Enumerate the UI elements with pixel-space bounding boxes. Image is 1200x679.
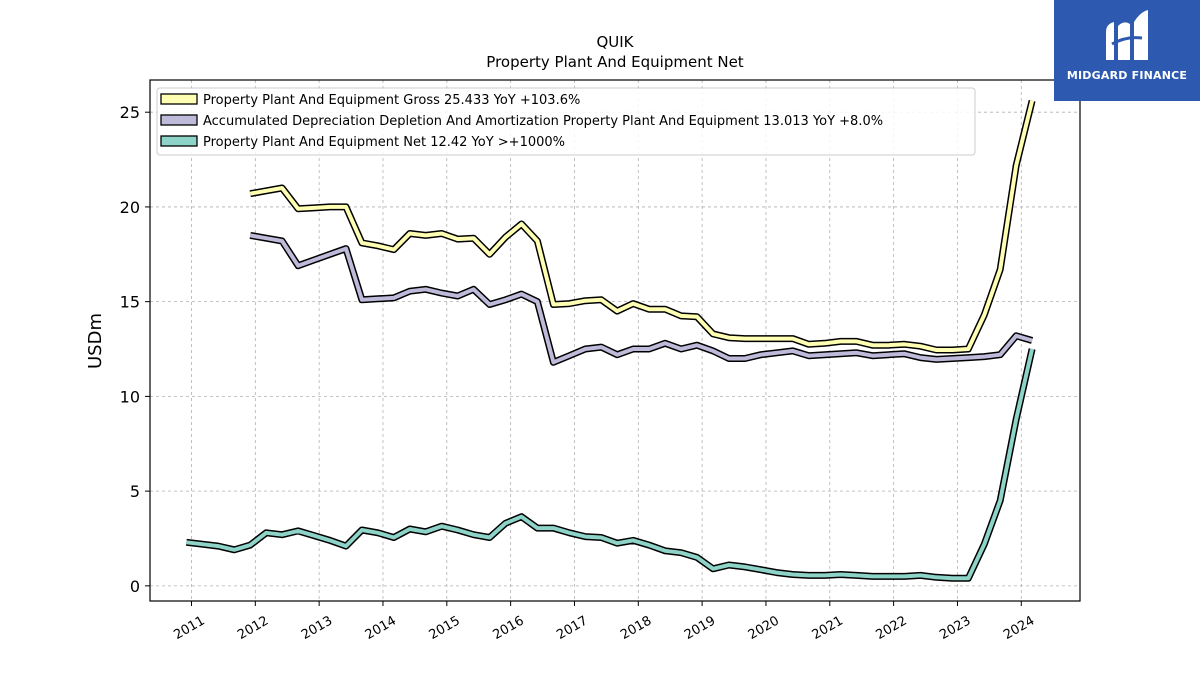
x-tick-label: 2015: [427, 613, 463, 643]
logo-mark-icon: [1106, 10, 1148, 60]
legend-label: Accumulated Depreciation Depletion And A…: [203, 114, 883, 129]
axis-layer: 0 5 10 15 20 25 2011 2012 2013 2014 2015 2016 2017 20…: [120, 103, 1038, 643]
x-tick-label: 2019: [682, 613, 718, 643]
grid-layer: [150, 80, 1080, 601]
legend-swatch: [160, 114, 198, 126]
legend-label: Property Plant And Equipment Gross 25.43…: [203, 93, 580, 108]
x-tick-label: 2020: [746, 613, 782, 643]
y-tick-label: 5: [130, 482, 140, 501]
x-tick-label: 2023: [937, 613, 973, 643]
series-layer: [185, 99, 1036, 582]
y-tick-label: 25: [120, 103, 140, 122]
y-tick-label: 20: [120, 198, 140, 217]
y-tick-label: 15: [120, 293, 140, 312]
x-tick-label: 2013: [299, 613, 335, 643]
x-tick-label: 2011: [171, 613, 207, 643]
x-tick-label: 2012: [235, 613, 271, 643]
legend: Property Plant And Equipment Gross 25.43…: [156, 87, 976, 156]
logo-text: MIDGARD FINANCE: [1066, 69, 1188, 82]
legend-swatch: [160, 93, 198, 105]
series-line: [249, 233, 1033, 365]
legend-swatch: [160, 135, 198, 147]
series-line: [186, 348, 1035, 581]
x-tick-label: 2018: [618, 613, 654, 643]
chart-subtitle: Property Plant And Equipment Net: [486, 53, 743, 71]
x-tick-label: 2014: [363, 613, 399, 643]
series-line-outline: [185, 348, 1036, 582]
legend-label: Property Plant And Equipment Net 12.42 Y…: [203, 135, 565, 150]
x-tick-label: 2017: [554, 613, 590, 643]
y-axis-label: USDm: [85, 313, 106, 369]
legend-box: [156, 87, 976, 156]
y-tick-label: 0: [130, 577, 140, 596]
x-tick-label: 2021: [810, 613, 846, 643]
x-tick-label: 2016: [490, 613, 526, 643]
x-tick-label: 2024: [1001, 613, 1037, 643]
chart-title: QUIK: [596, 33, 634, 51]
y-tick-label: 10: [120, 387, 140, 406]
series-line: [249, 100, 1035, 352]
brand-logo: MIDGARD FINANCE: [1054, 0, 1200, 101]
x-tick-label: 2022: [873, 613, 909, 643]
plot-area-frame: [149, 79, 1081, 602]
